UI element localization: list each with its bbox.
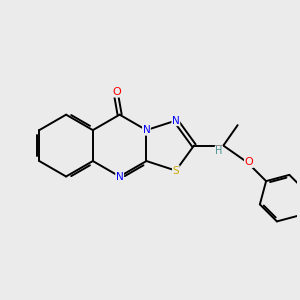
Text: O: O <box>112 87 121 97</box>
Text: S: S <box>172 166 179 176</box>
Text: N: N <box>172 116 180 126</box>
Text: N: N <box>116 172 124 182</box>
Text: O: O <box>244 158 253 167</box>
Text: H: H <box>215 146 223 156</box>
Text: N: N <box>142 125 150 135</box>
